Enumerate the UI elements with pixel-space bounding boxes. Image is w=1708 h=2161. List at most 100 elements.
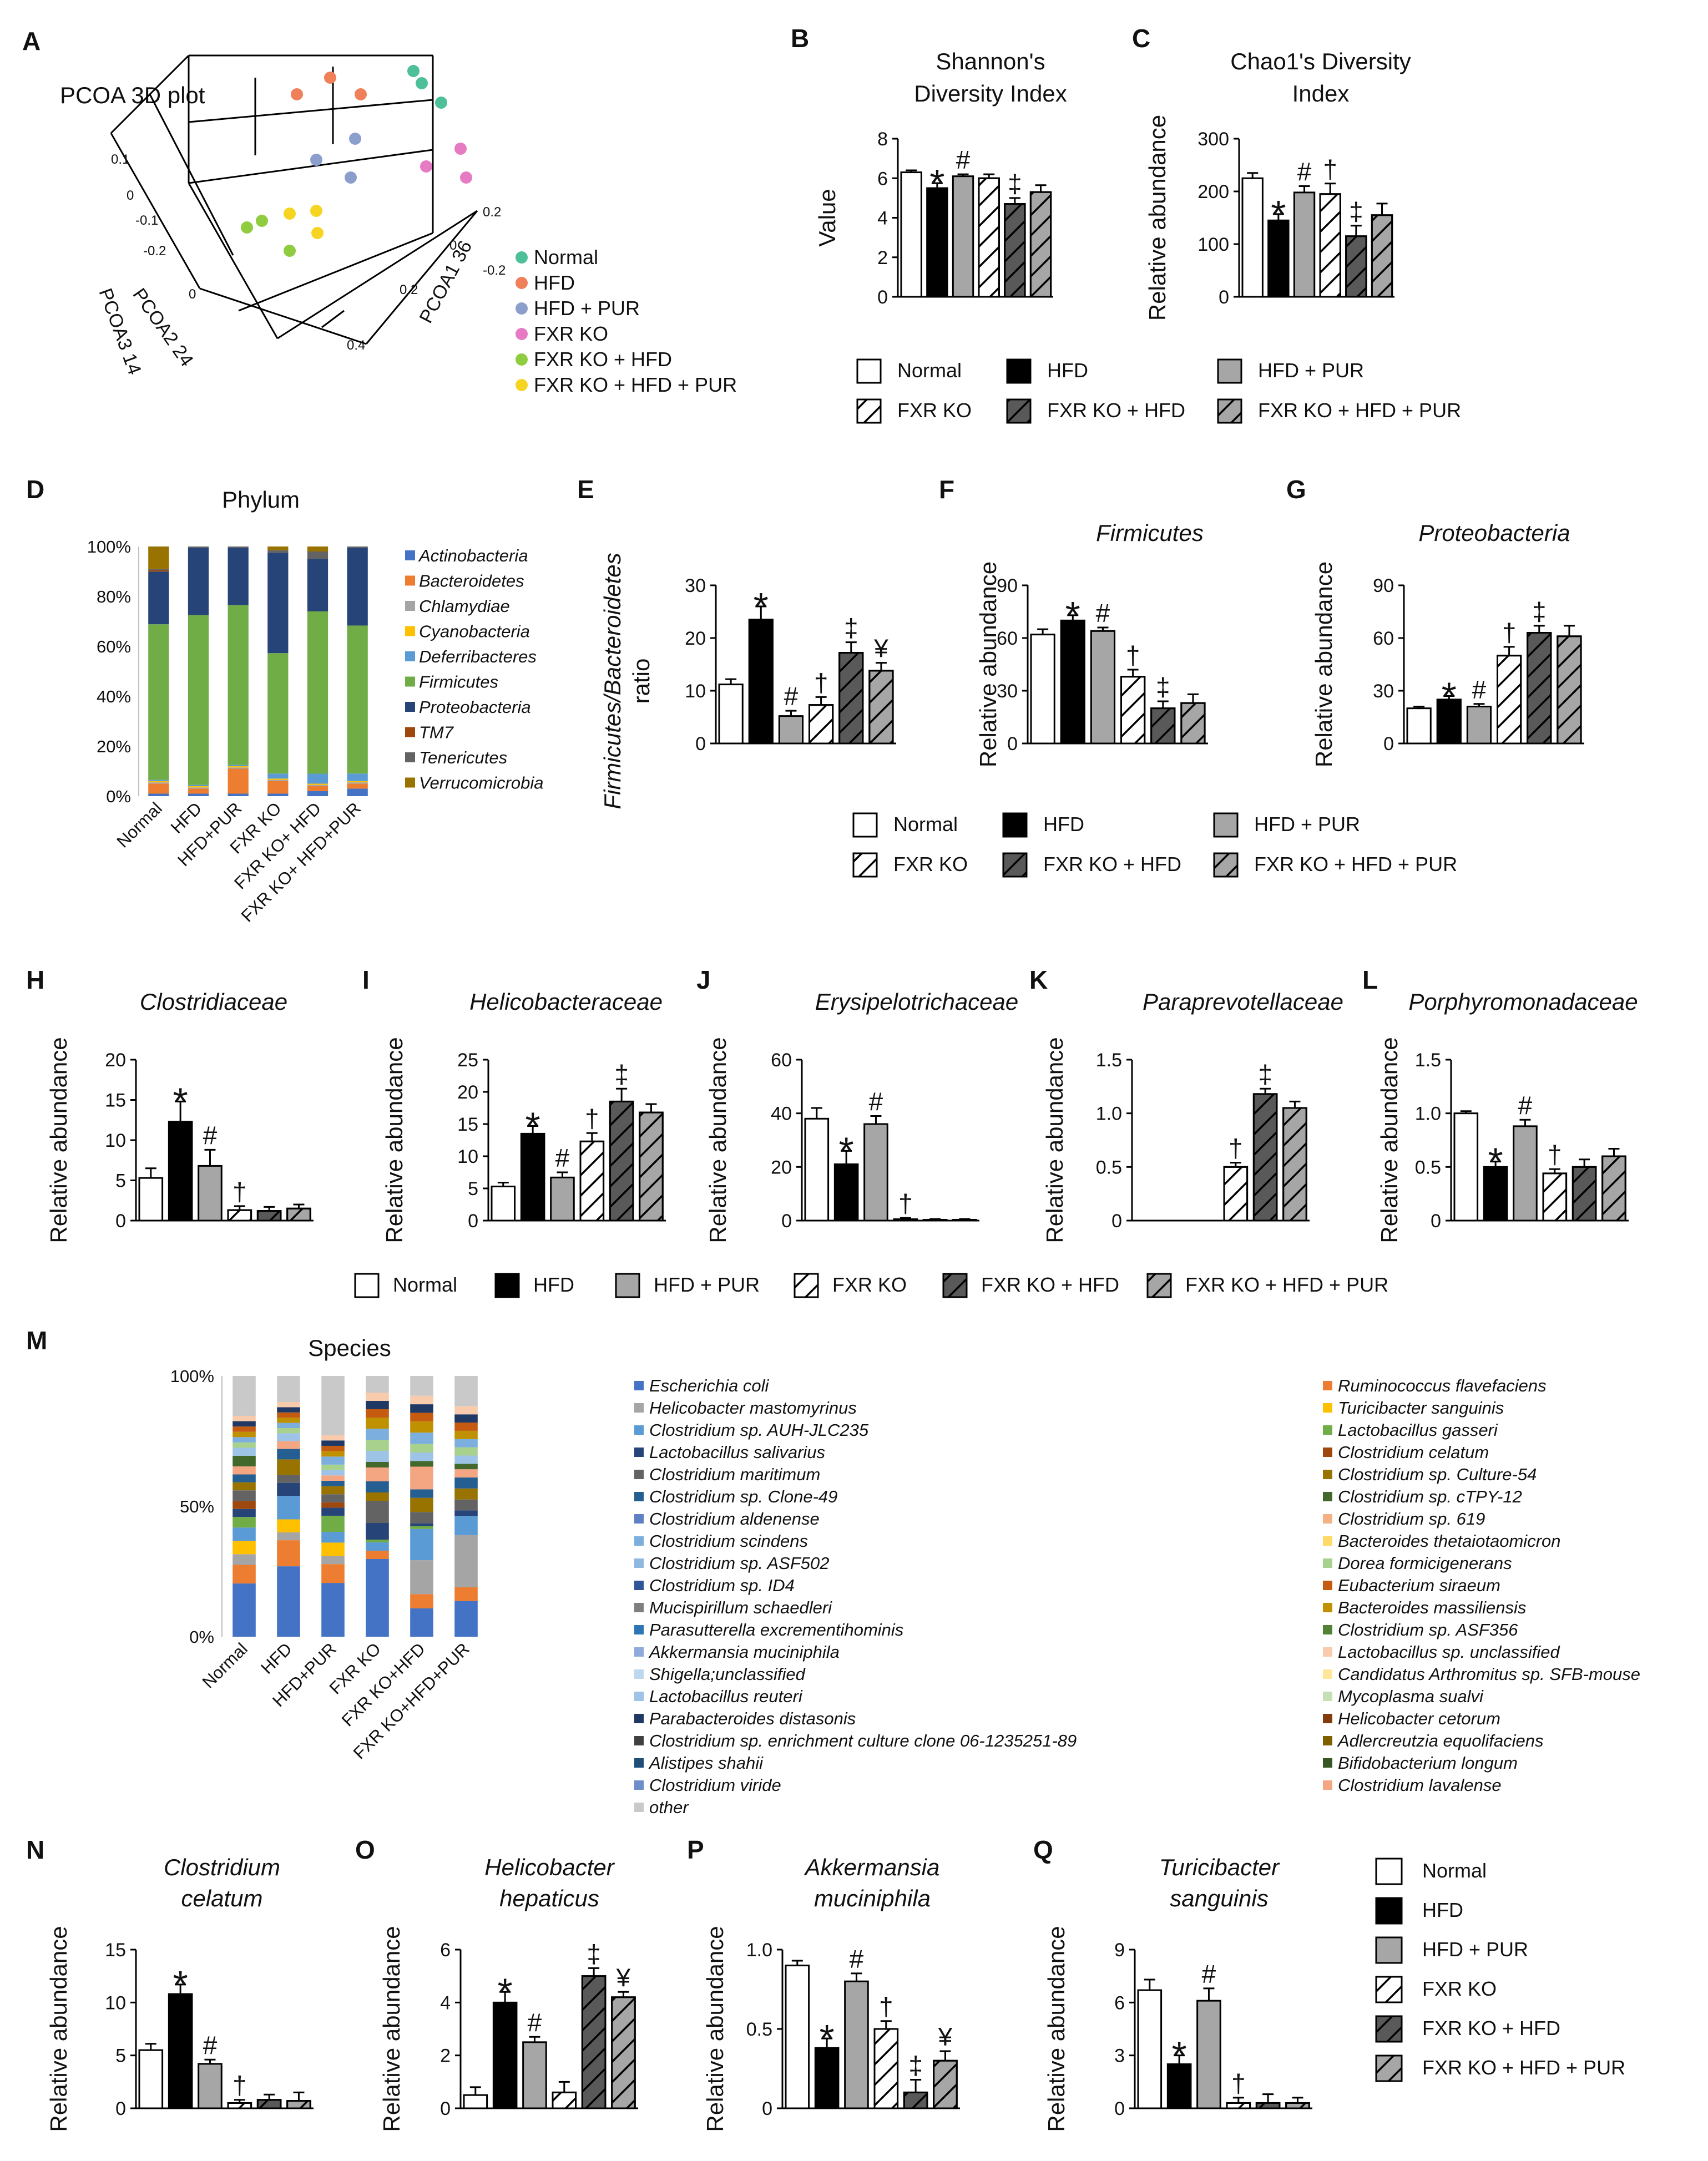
stack-segment — [228, 605, 249, 765]
species-legend-label: Clostridium maritimum — [649, 1465, 820, 1484]
legend-swatch — [1323, 1758, 1332, 1768]
stack-segment — [410, 1512, 433, 1524]
y-tick-label: 0 — [781, 1211, 792, 1232]
bar-hatch — [579, 1140, 605, 1222]
legend-swatch — [634, 1581, 644, 1590]
bar-hatch — [1180, 702, 1206, 745]
significance-mark: # — [1297, 158, 1312, 186]
stack-segment — [307, 791, 329, 796]
chart-panel-j: J Erysipelotrichaceae 0 20 40 60 Relative abun… — [696, 965, 1018, 1243]
legend-swatch — [1323, 1403, 1332, 1413]
stack-segment — [233, 1426, 256, 1432]
legend-swatch — [405, 575, 415, 586]
panel-label-a: A — [22, 27, 41, 55]
bar — [900, 171, 922, 298]
species-legend-label: Eubacterium siraeum — [1338, 1576, 1500, 1595]
species-legend-label: Clostridium sp. ASF356 — [1338, 1620, 1518, 1639]
phylum-legend-label: Firmicutes — [419, 672, 498, 692]
bar-hatch — [1150, 707, 1176, 745]
bar — [138, 2049, 164, 2109]
panel-label-f: F — [939, 475, 954, 504]
legend-swatch — [405, 601, 415, 611]
stack-segment — [233, 1415, 256, 1421]
y-axis-label: Relative abundance — [975, 561, 1001, 767]
pcoa-point — [324, 72, 336, 84]
bar-hatch — [286, 2100, 311, 2109]
legend-swatch-hatch — [1375, 1976, 1403, 2003]
stack-segment — [233, 1527, 256, 1541]
chart-panel-e: E 0 10 20 30 Firmicutes/Bacteroidetes ratio * # †… — [577, 475, 896, 809]
stack-segment — [454, 1469, 478, 1478]
stack-segment — [454, 1499, 478, 1511]
bar-hatch — [922, 1219, 948, 1222]
bar — [1090, 630, 1116, 745]
stack-segment — [347, 788, 368, 796]
legend-swatch — [405, 676, 415, 687]
pcoa-legend-label: FXR KO — [534, 322, 608, 345]
stack-segment — [321, 1502, 345, 1508]
stack-segment — [277, 1376, 300, 1402]
legend-swatch — [1323, 1492, 1332, 1501]
stack-segment — [321, 1440, 345, 1446]
significance-mark: # — [1518, 1091, 1533, 1120]
significance-mark: † — [233, 1177, 247, 1206]
significance-mark: * — [1172, 2034, 1187, 2077]
phylum-legend-label: Verrucomicrobia — [419, 773, 544, 793]
legend-swatch-hatch — [852, 852, 878, 878]
stack-segment — [454, 1430, 478, 1439]
stack-segment — [307, 773, 329, 784]
stack-segment — [277, 1423, 300, 1428]
y-tick-label: 1.5 — [1096, 1050, 1122, 1071]
y-tick-label: 2 — [440, 2046, 451, 2067]
group-legend-label: FXR KO + HFD + PUR — [1254, 853, 1457, 875]
chart-title: hepaticus — [499, 1885, 599, 1911]
stack-segment — [277, 1433, 300, 1441]
stack-segment — [277, 1459, 300, 1475]
pcoa-legend-dot — [516, 277, 528, 289]
phylum-legend-label: Cyanobacteria — [419, 622, 530, 641]
bar — [1267, 219, 1290, 298]
stack-segment — [148, 546, 169, 569]
group-legends: Normal HFD HFD + PUR FXR KO FXR KO + HFD FXR … — [354, 358, 1625, 2082]
y-tick-label: 8 — [877, 129, 888, 150]
bar-hatch — [1542, 1172, 1568, 1222]
legend-swatch — [634, 1381, 644, 1390]
y-tick-label: 60 — [997, 628, 1018, 649]
stack-segment — [454, 1510, 478, 1516]
group-legend-label: HFD — [1047, 359, 1088, 382]
panel-label-p: P — [687, 1835, 704, 1864]
legend-swatch — [634, 1625, 644, 1634]
bar-hatch — [1497, 655, 1522, 745]
stack-segment — [366, 1467, 389, 1481]
stack-segment — [148, 570, 169, 572]
y-axis-label: Relative abundance — [378, 1926, 405, 2132]
bar — [833, 1163, 859, 1222]
legend-swatch — [405, 727, 415, 737]
y-tick-label: 40 — [771, 1104, 792, 1125]
species-legend-label: Clostridium sp. enrichment culture clone… — [649, 1731, 1077, 1750]
legend-swatch — [405, 550, 415, 560]
y-tick-label: 0 — [762, 2098, 772, 2119]
bar — [1293, 191, 1316, 298]
stack-segment — [233, 1509, 256, 1517]
bar-hatch — [1029, 191, 1052, 298]
stack-segment — [410, 1466, 433, 1490]
bar-hatch — [903, 2091, 928, 2109]
chart-title: Clostridium — [164, 1854, 280, 1880]
stack-segment — [410, 1461, 433, 1467]
legend-swatch — [634, 1714, 644, 1723]
stack-segment — [454, 1376, 478, 1406]
significance-mark: * — [525, 1104, 540, 1147]
chart-title: Clostridiaceae — [140, 989, 287, 1015]
stack-segment — [228, 767, 249, 769]
chart-title: Proteobacteria — [1418, 520, 1570, 546]
bar — [952, 175, 974, 298]
legend-swatch-hatch — [1217, 398, 1242, 424]
pcoa-legend-dot — [516, 328, 528, 340]
pcoa-point — [291, 88, 303, 100]
bar — [1241, 177, 1264, 298]
stack-segment — [228, 766, 249, 768]
stack-segment — [267, 773, 289, 779]
y-tick-label: 100 — [1197, 234, 1229, 255]
